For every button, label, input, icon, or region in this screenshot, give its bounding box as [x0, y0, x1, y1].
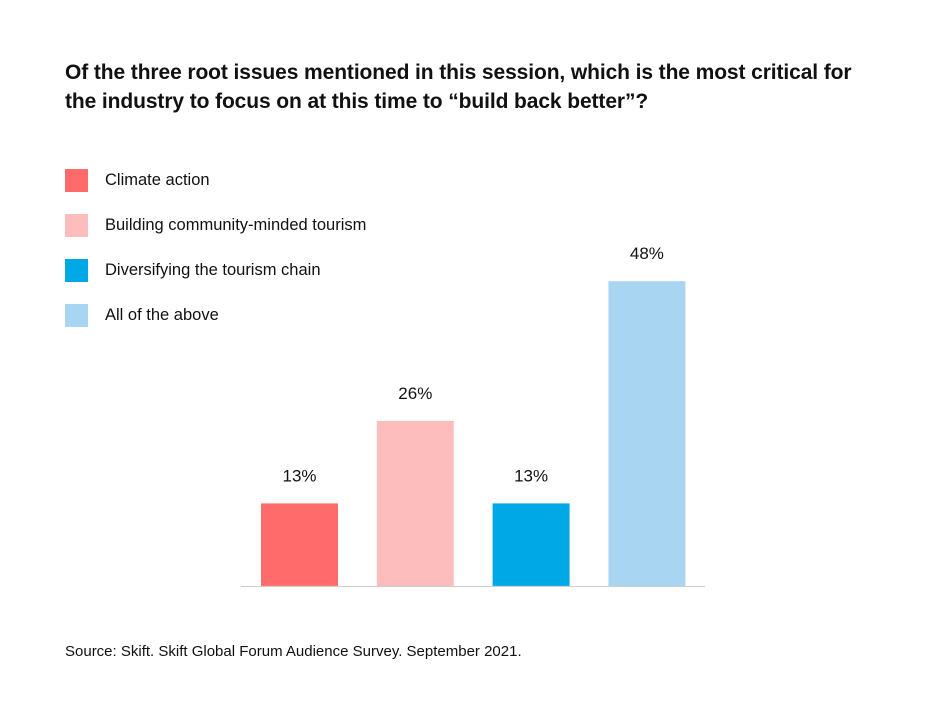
data-label-diversifying: 13% [514, 466, 548, 485]
legend-swatch-diversifying [65, 259, 88, 282]
legend-swatch-community-tourism [65, 214, 88, 237]
legend-swatch-climate-action [65, 169, 88, 192]
legend-item-diversifying: Diversifying the tourism chain [65, 259, 366, 304]
legend-swatch-all-above [65, 304, 88, 327]
bar-community-tourism [376, 420, 454, 586]
legend-item-all-above: All of the above [65, 304, 366, 349]
bar-all-above [608, 281, 686, 586]
legend: Climate action Building community-minded… [65, 169, 366, 349]
chart-title: Of the three root issues mentioned in th… [65, 61, 852, 113]
legend-item-community-tourism: Building community-minded tourism [65, 214, 366, 259]
data-label-community-tourism: 26% [398, 384, 432, 403]
legend-label-community-tourism: Building community-minded tourism [105, 216, 367, 234]
bar-diversifying [492, 503, 570, 586]
legend-item-climate-action: Climate action [65, 169, 366, 214]
data-label-all-above: 48% [630, 244, 664, 263]
bar-climate-action [261, 503, 338, 586]
data-label-climate-action: 13% [282, 466, 316, 485]
legend-label-diversifying: Diversifying the tourism chain [105, 261, 321, 279]
source-note: Source: Skift. Skift Global Forum Audien… [65, 643, 522, 660]
legend-label-climate-action: Climate action [105, 171, 210, 189]
legend-label-all-above: All of the above [105, 306, 219, 324]
